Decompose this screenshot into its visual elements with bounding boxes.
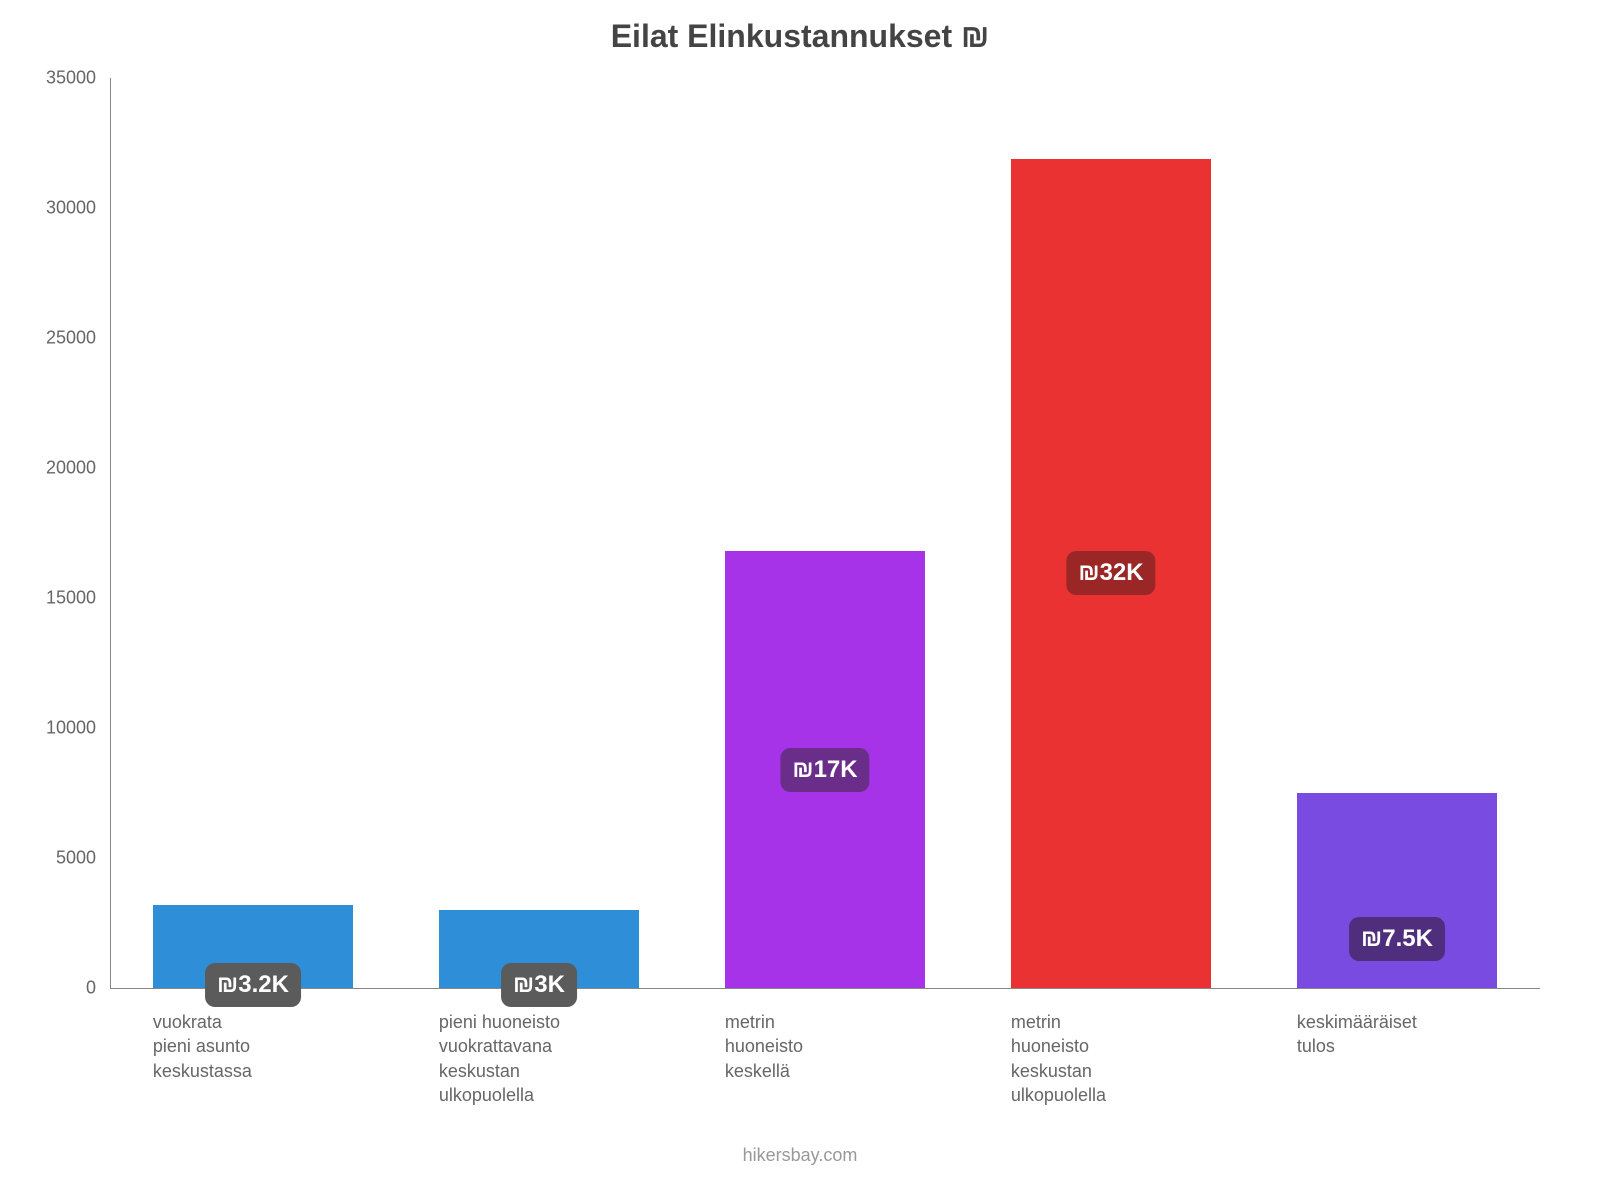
y-tick-label: 20000 xyxy=(0,458,96,479)
bar: ₪3.2K xyxy=(153,905,353,988)
x-axis-line xyxy=(110,988,1540,989)
y-tick-label: 25000 xyxy=(0,328,96,349)
bar: ₪7.5K xyxy=(1297,793,1497,988)
y-tick-label: 0 xyxy=(0,978,96,999)
y-tick-label: 5000 xyxy=(0,848,96,869)
x-tick-label: vuokrata pieni asunto keskustassa xyxy=(153,1010,393,1083)
chart-title: Eilat Elinkustannukset ₪ xyxy=(0,18,1600,55)
x-tick-label: keskimääräiset tulos xyxy=(1297,1010,1537,1059)
y-tick-label: 15000 xyxy=(0,588,96,609)
bar-value-badge: ₪32K xyxy=(1066,551,1155,595)
credit-text: hikersbay.com xyxy=(0,1145,1600,1166)
bar-value-badge: ₪7.5K xyxy=(1349,917,1445,961)
x-tick-label: metrin huoneisto keskustan ulkopuolella xyxy=(1011,1010,1251,1107)
bar-value-badge: ₪3K xyxy=(501,963,577,1007)
y-tick-label: 10000 xyxy=(0,718,96,739)
y-axis-line xyxy=(110,78,111,988)
bar: ₪32K xyxy=(1011,159,1211,988)
x-tick-label: metrin huoneisto keskellä xyxy=(725,1010,965,1083)
plot-area: ₪3.2K ₪3K ₪17K ₪32K ₪7.5K xyxy=(110,78,1540,988)
bar-value-badge: ₪3.2K xyxy=(205,963,301,1007)
bar: ₪17K xyxy=(725,551,925,988)
chart-stage: Eilat Elinkustannukset ₪ ₪3.2K ₪3K ₪17K ₪32… xyxy=(0,0,1600,1200)
bar-value-badge: ₪17K xyxy=(780,748,869,792)
bar: ₪3K xyxy=(439,910,639,988)
y-tick-label: 30000 xyxy=(0,198,96,219)
y-tick-label: 35000 xyxy=(0,68,96,89)
x-tick-label: pieni huoneisto vuokrattavana keskustan … xyxy=(439,1010,679,1107)
